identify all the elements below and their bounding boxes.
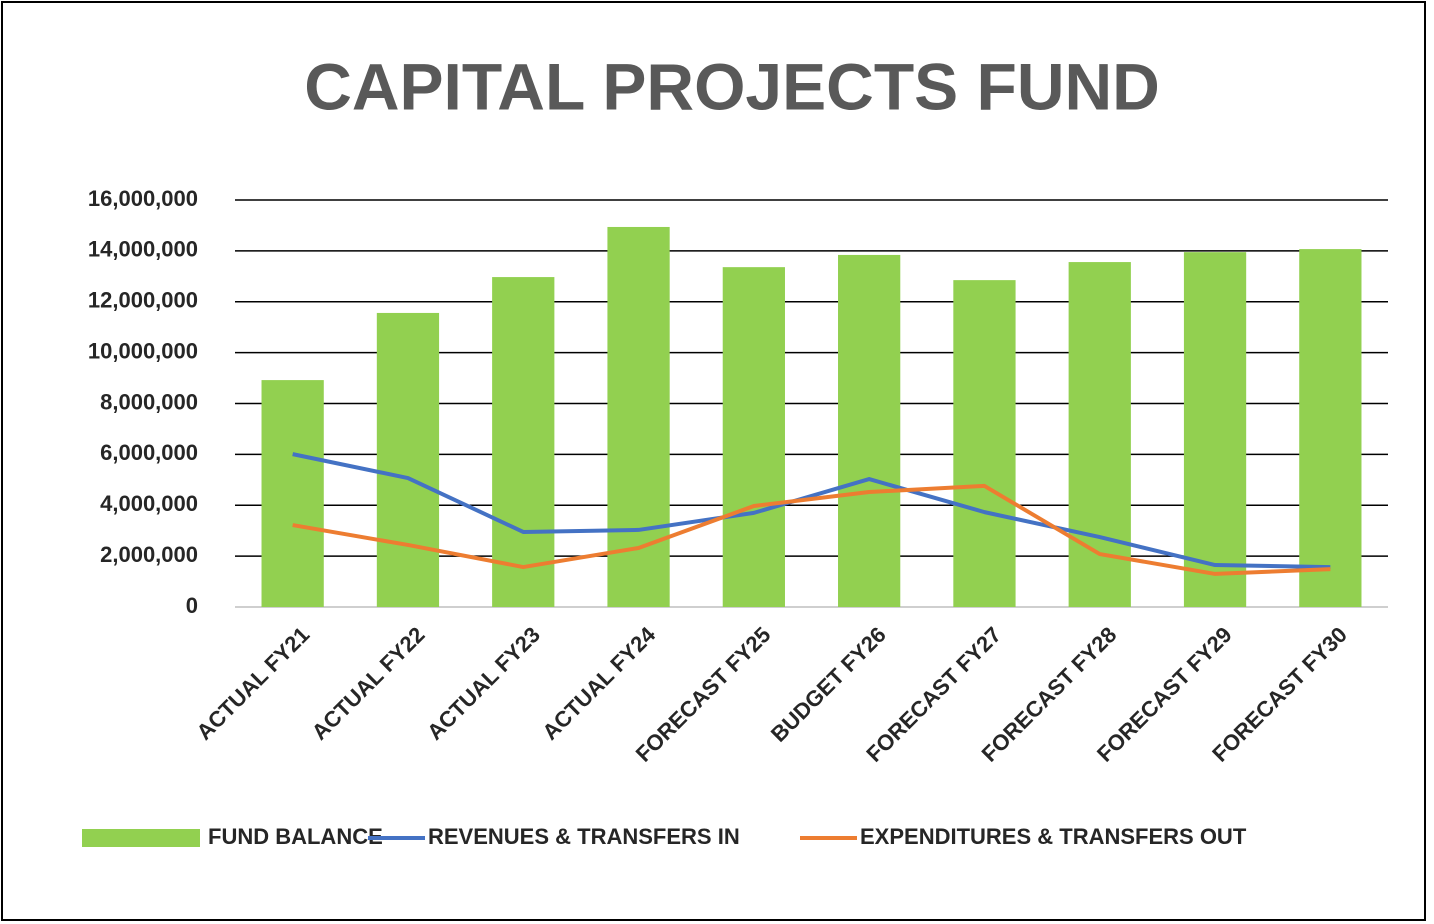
y-tick-label: 6,000,000 xyxy=(100,440,198,465)
bar xyxy=(1299,249,1362,608)
y-tick-label: 4,000,000 xyxy=(100,491,198,516)
bar xyxy=(1068,262,1131,607)
bar xyxy=(722,267,785,607)
bar xyxy=(838,254,901,607)
legend-swatch xyxy=(82,829,200,847)
legend-label: REVENUES & TRANSFERS IN xyxy=(428,824,740,849)
y-tick-label: 0 xyxy=(186,593,198,618)
y-tick-label: 2,000,000 xyxy=(100,542,198,567)
bar xyxy=(261,380,324,607)
bar xyxy=(953,280,1016,607)
legend-label: FUND BALANCE xyxy=(208,824,383,849)
bar xyxy=(1183,252,1247,607)
line xyxy=(292,483,1331,576)
legend-label: EXPENDITURES & TRANSFERS OUT xyxy=(860,824,1247,849)
y-tick-label: 16,000,000 xyxy=(88,186,198,211)
y-tick-label: 12,000,000 xyxy=(88,288,198,313)
bar xyxy=(492,277,555,607)
line xyxy=(292,452,1331,570)
chart-title: CAPITAL PROJECTS FUND xyxy=(304,49,1160,123)
bar xyxy=(607,226,670,607)
y-tick-label: 8,000,000 xyxy=(100,389,198,414)
y-tick-label: 10,000,000 xyxy=(88,338,198,363)
y-tick-label: 14,000,000 xyxy=(88,237,198,262)
bar xyxy=(376,312,440,607)
